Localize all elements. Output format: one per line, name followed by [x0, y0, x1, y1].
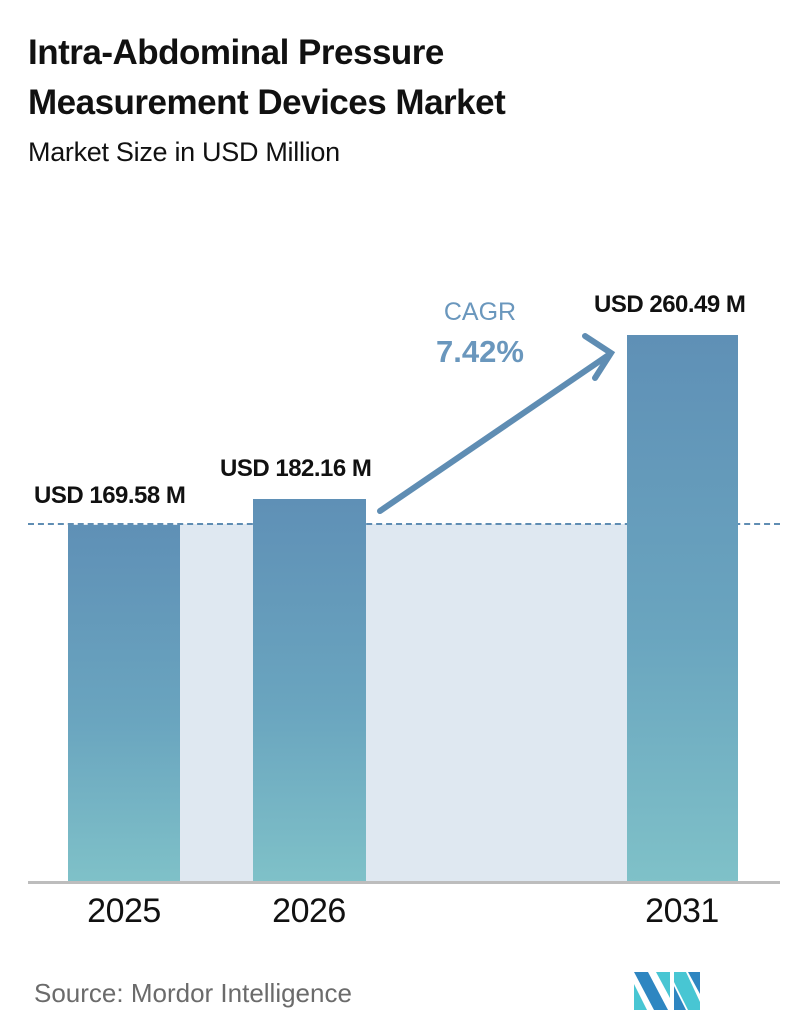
x-tick-2031: 2031	[645, 892, 719, 930]
bar-2026	[253, 499, 366, 882]
bar-2025-value-label: USD 169.58 M	[34, 482, 186, 509]
cagr-label: CAGR	[443, 298, 517, 326]
chart-title-line1: Intra-Abdominal Pressure	[28, 33, 444, 72]
cagr-value: 7.42%	[436, 334, 524, 369]
chart-title-line2: Measurement Devices Market	[28, 83, 506, 122]
source-text: Source: Mordor Intelligence	[34, 978, 352, 1008]
x-tick-2026: 2026	[272, 892, 346, 930]
chart-title: Intra-Abdominal Pressure Measurement Dev…	[28, 28, 506, 128]
x-tick-2025: 2025	[87, 892, 161, 930]
reference-dashed-line	[28, 523, 780, 525]
bar-2025	[68, 525, 180, 882]
bar-2031-value-label: USD 260.49 M	[594, 291, 746, 318]
chart-subtitle: Market Size in USD Million	[28, 137, 340, 167]
x-axis-line	[28, 881, 780, 884]
mordor-intelligence-logo-icon	[634, 972, 700, 1010]
bar-2026-value-label: USD 182.16 M	[220, 455, 372, 482]
bar-2031	[627, 335, 738, 882]
